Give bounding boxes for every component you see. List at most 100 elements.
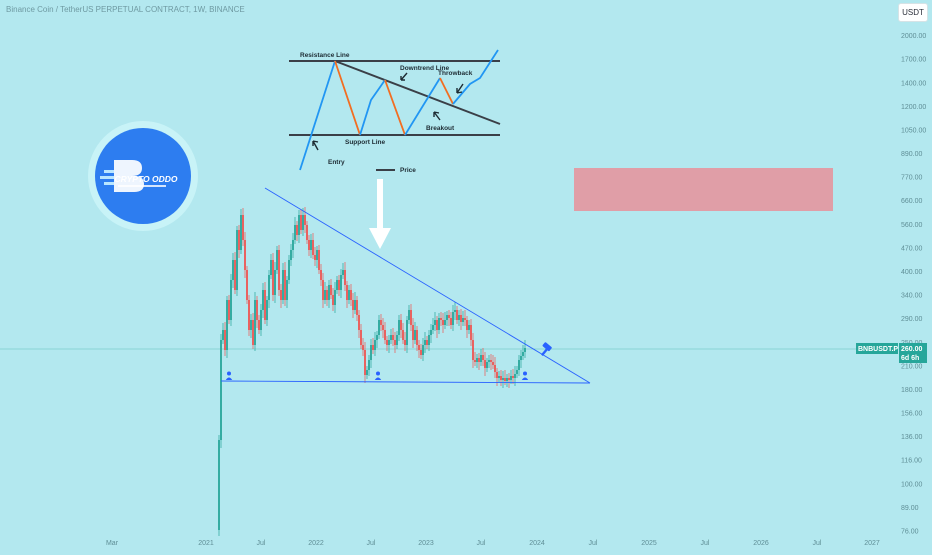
candle-body — [466, 320, 468, 330]
candle-body — [322, 280, 324, 300]
candle-body — [226, 300, 228, 350]
candle-body — [398, 320, 400, 335]
time-tick-label: Jul — [813, 540, 822, 547]
time-tick-label: 2026 — [753, 540, 769, 547]
candle-body — [476, 358, 478, 362]
time-tick-label: Jul — [367, 540, 376, 547]
down-arrow-icon — [369, 179, 391, 249]
candle-body — [488, 360, 490, 362]
candle-body — [254, 300, 256, 345]
candle-body — [278, 250, 280, 290]
candle-body — [300, 215, 302, 230]
candle-body — [438, 318, 440, 330]
candle-body — [220, 340, 222, 440]
candle-body — [484, 360, 486, 368]
person-marker-icon — [521, 371, 529, 380]
candle-body — [302, 215, 304, 230]
candle-body — [326, 290, 328, 300]
candle-body — [396, 335, 398, 345]
candle-body — [506, 378, 508, 381]
candle-body — [400, 320, 402, 330]
candle-body — [344, 270, 346, 285]
candle-body — [510, 376, 512, 380]
price-tick-label: 470.00 — [901, 245, 923, 252]
candle-body — [360, 330, 362, 345]
candle-body — [412, 325, 414, 340]
candle-body — [442, 320, 444, 325]
price-tick-label: 136.00 — [901, 434, 923, 441]
price-tick-label: 1700.00 — [901, 57, 926, 64]
symbol-tag-price: 260.00 — [901, 346, 923, 353]
candle-body — [294, 225, 296, 240]
candle-body — [350, 290, 352, 300]
candle-body — [444, 320, 446, 325]
candle-body — [478, 358, 480, 362]
candle-body — [472, 340, 474, 360]
symbol-price-tag: BNBUSDT.P 260.00 6d 6h — [856, 343, 927, 363]
candle-body — [416, 330, 418, 345]
candle-body — [292, 240, 294, 250]
time-axis[interactable]: Mar 2021 Jul 2022 Jul 2023 Jul 2024 Jul 2025 Jul 20… — [106, 540, 880, 547]
candle-body — [376, 335, 378, 340]
candle-body — [234, 260, 236, 290]
currency-button[interactable]: USDT — [898, 3, 928, 22]
inset-downtrend-label: Downtrend Line — [400, 65, 449, 72]
candle-body — [382, 325, 384, 330]
candle-body — [362, 345, 364, 350]
candle-body — [410, 310, 412, 325]
candle-body — [474, 360, 476, 362]
price-tick-label: 89.00 — [901, 505, 919, 512]
candle-body — [318, 250, 320, 270]
candle-body — [342, 270, 344, 275]
time-tick-label: 2021 — [198, 540, 214, 547]
symbol-tag-countdown: 6d 6h — [901, 355, 919, 362]
candle-body — [424, 340, 426, 345]
candle-body — [246, 270, 248, 300]
candle-body — [522, 352, 524, 356]
candle-body — [286, 280, 288, 300]
price-tick-label: 400.00 — [901, 269, 923, 276]
candle-body — [258, 320, 260, 330]
inset-price-up-1 — [299, 60, 336, 171]
hammer-icon — [540, 342, 552, 357]
inset-breakout-label: Breakout — [426, 125, 455, 132]
candle-body — [368, 360, 370, 370]
candle-body — [358, 315, 360, 330]
candle-body — [440, 318, 442, 320]
candle-body — [232, 260, 234, 280]
candle-body — [516, 370, 518, 374]
candle-body — [224, 330, 226, 350]
candle-body — [470, 325, 472, 340]
candle-body — [502, 378, 504, 380]
logo-text: CRYPTO ODDO — [115, 174, 178, 184]
arrow-icon — [312, 72, 464, 151]
candle-body — [262, 290, 264, 310]
price-tick-label: 76.00 — [901, 529, 919, 536]
candle-body — [384, 330, 386, 340]
candle-body — [418, 345, 420, 350]
candle-body — [280, 290, 282, 300]
candle-body — [514, 374, 516, 378]
inset-downtrend-line — [334, 60, 501, 125]
candle-body — [316, 250, 318, 260]
candle-body — [276, 250, 278, 270]
candle-body — [498, 376, 500, 378]
symbol-title: Binance Coin / TetherUS PERPETUAL CONTRA… — [6, 5, 245, 14]
time-tick-label: 2023 — [418, 540, 434, 547]
price-tick-label: 890.00 — [901, 151, 923, 158]
candle-body — [480, 355, 482, 362]
candle-body — [222, 330, 224, 340]
candle-body — [422, 345, 424, 355]
candle-body — [304, 215, 306, 225]
support-trendline — [220, 380, 591, 384]
candle-body — [252, 320, 254, 345]
candles-group — [218, 207, 526, 536]
candle-body — [494, 365, 496, 372]
candle-body — [490, 360, 492, 362]
candle-body — [452, 312, 454, 325]
candle-body — [314, 255, 316, 260]
candle-body — [332, 295, 334, 305]
candle-body — [310, 240, 312, 250]
